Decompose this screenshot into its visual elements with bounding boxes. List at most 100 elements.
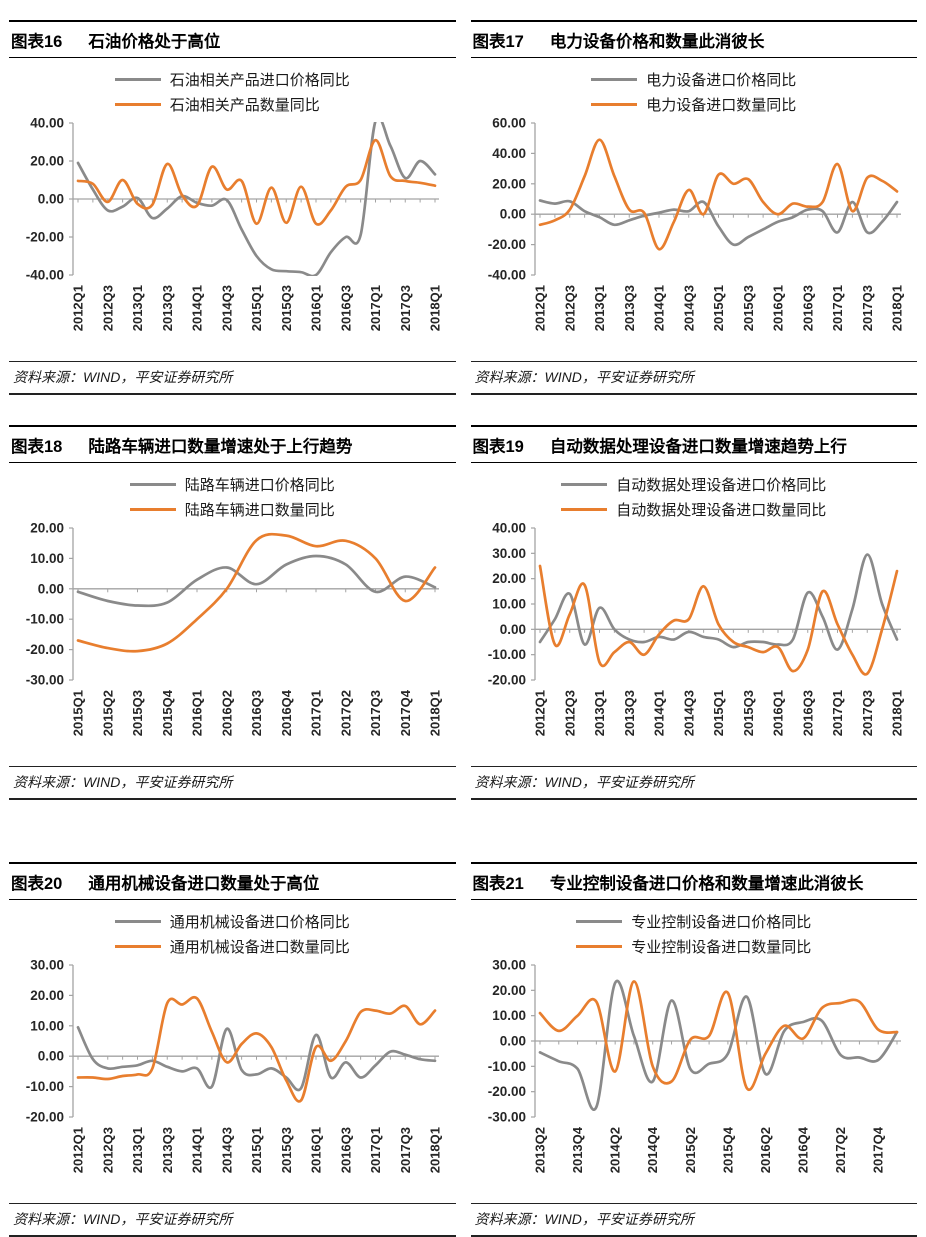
x-axis-label: 2017Q3 [398,1127,413,1173]
x-axis-label: 2017Q3 [398,285,413,331]
x-axis-label: 2014Q2 [607,1127,622,1173]
x-axis-label: 2012Q1 [532,285,547,331]
chart-card: 图表19 自动数据处理设备进口数量增速趋势上行 自动数据处理设备进口价格同比 自动数据… [470,425,917,800]
x-axis-label: 2016Q3 [338,285,353,331]
y-axis-label: -20.00 [487,1084,525,1099]
chart-title: 自动数据处理设备进口数量增速趋势上行 [549,438,847,456]
series-line [538,553,898,651]
legend-label: 陆路车辆进口价格同比 [184,476,335,494]
legend-item: 通用机械设备进口数量同比 [114,935,350,957]
chart-title: 陆路车辆进口数量增速处于上行趋势 [88,438,353,456]
chart-title-bar: 图表20 通用机械设备进口数量处于高位 [9,862,456,900]
price-series-line-swatch [561,482,608,486]
legend-item: 专业控制设备进口价格同比 [576,910,811,932]
x-axis-label: 2015Q1 [249,285,264,331]
x-axis-label: 2015Q1 [711,690,726,736]
y-axis-label: 10.00 [492,597,526,612]
x-axis-label: 2017Q3 [859,690,874,736]
x-axis-label: 2018Q1 [889,285,904,331]
y-axis-label: 0.00 [499,1034,525,1049]
x-axis-label: 2016Q1 [190,690,205,736]
x-axis-label: 2012Q1 [532,690,547,736]
quantity-series-line-swatch [114,944,161,948]
y-axis-label: 60.00 [492,117,526,131]
y-axis-label: -20.00 [26,1110,64,1125]
source-note: 资料来源：WIND，平安证券研究所 [9,766,456,800]
y-axis-label: 20.00 [492,176,526,191]
x-axis-label: 2017Q3 [859,285,874,331]
x-axis-label: 2014Q3 [681,690,696,736]
series-line [76,122,437,276]
y-axis-label: 30.00 [492,959,526,973]
y-axis-label: 40.00 [30,117,64,131]
legend-item: 通用机械设备进口价格同比 [114,910,350,932]
y-axis-label: -30.00 [26,673,64,688]
x-axis-label: 2016Q3 [338,1127,353,1173]
chart-card: 图表16 石油价格处于高位 石油相关产品进口价格同比 石油相关产品数量同比 40.00 2… [9,20,456,395]
series-line [76,1025,437,1092]
y-axis-label: -20.00 [26,642,64,657]
x-axis-label: 2017Q1 [368,285,383,331]
series-line [76,554,437,608]
chart-tag: 图表20 [11,875,63,893]
source-note: 资料来源：WIND，平安证券研究所 [470,766,917,800]
chart-tag: 图表16 [11,33,63,51]
chart-title-bar: 图表19 自动数据处理设备进口数量增速趋势上行 [470,425,917,463]
y-axis-label: 30.00 [30,959,64,973]
legend-label: 自动数据处理设备进口价格同比 [616,476,827,494]
price-series-line-swatch [114,919,161,923]
x-axis-label: 2013Q3 [160,1127,175,1173]
series-line [76,995,437,1103]
x-axis-label: 2015Q3 [279,1127,294,1173]
x-axis-label: 2016Q1 [770,690,785,736]
chart-legend: 自动数据处理设备进口价格同比自动数据处理设备进口数量同比 [561,473,826,520]
y-axis-label: 0.00 [38,192,64,207]
x-axis-label: 2015Q3 [130,690,145,736]
x-axis-label: 2012Q3 [562,690,577,736]
chart-legend: 通用机械设备进口价格同比 通用机械设备进口数量同比 [114,910,350,957]
line-chart: 60.00 40.00 20.00 0.00 -20.00 -40.00 2012Q1 201… [487,117,904,331]
quantity-series-line-swatch [561,507,608,511]
source-note: 资料来源：WIND，平安证券研究所 [9,361,456,395]
x-axis-label: 2015Q3 [740,285,755,331]
x-axis-label: 2013Q1 [592,690,607,736]
source-note: 资料来源：WIND，平安证券研究所 [470,361,917,395]
y-axis-label: -30.00 [487,1110,525,1125]
legend-label: 石油相关产品进口价格同比 [169,71,350,89]
chart-title-bar: 图表21 专业控制设备进口价格和数量增速此消彼长 [470,862,917,900]
y-axis-label: -10.00 [26,612,64,627]
y-axis-label: 40.00 [492,146,526,161]
x-axis-label: 2016Q3 [800,285,815,331]
legend-item: 陆路车辆进口数量同比 [129,498,335,520]
y-axis-label: 0.00 [38,581,64,596]
legend-label: 通用机械设备进口数量同比 [169,938,350,956]
chart-title: 专业控制设备进口价格和数量增速此消彼长 [549,875,864,893]
legend-label: 专业控制设备进口价格同比 [631,913,812,931]
x-axis-label: 2012Q3 [100,1127,115,1173]
legend-item: 陆路车辆进口价格同比 [129,473,335,495]
quantity-series-line-swatch [576,944,623,948]
y-axis-label: 10.00 [30,1018,64,1033]
chart-tag: 图表21 [472,875,524,893]
chart-card: 图表17 电力设备价格和数量此消彼长 电力设备进口价格同比 电力设备进口数量同比 60.… [470,20,917,395]
y-axis-label: 20.00 [30,154,64,169]
x-axis-label: 2013Q3 [621,285,636,331]
y-axis-label: -20.00 [487,673,525,688]
legend-label: 通用机械设备进口价格同比 [169,913,350,931]
x-axis-label: 2018Q1 [889,690,904,736]
x-axis-label: 2017Q2 [338,690,353,736]
y-axis-label: 10.00 [492,1008,526,1023]
x-axis-label: 2013Q4 [570,1126,585,1173]
y-axis-label: 30.00 [492,546,526,561]
legend-item: 自动数据处理设备进口数量同比 [561,498,826,520]
x-axis-label: 2017Q1 [368,1127,383,1173]
x-axis-label: 2014Q3 [219,285,234,331]
legend-label: 电力设备进口价格同比 [646,71,797,89]
chart-title: 电力设备价格和数量此消彼长 [549,33,765,51]
y-axis-label: 20.00 [492,983,526,998]
x-axis-label: 2013Q3 [160,285,175,331]
chart-tag: 图表19 [472,438,524,456]
series-line [538,979,898,1111]
y-axis-label: -20.00 [26,230,64,245]
